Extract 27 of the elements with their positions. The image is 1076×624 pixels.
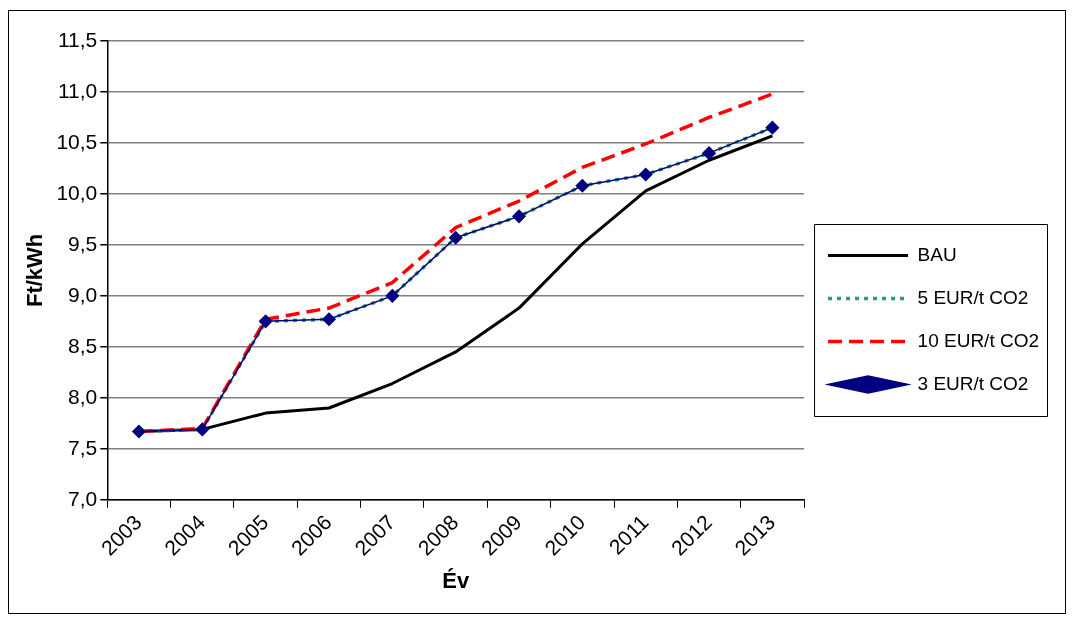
legend-label: 5 EUR/t CO2 [917,286,1029,308]
point [575,179,590,193]
point [132,424,146,439]
point [322,312,336,327]
y-axis-title: Ft/kWh [22,233,48,308]
y-tick-label: 8,0 [68,384,98,408]
point [385,289,400,303]
point [765,120,780,135]
legend-label: 10 EUR/t CO2 [917,329,1040,351]
y-tick-label: 7,0 [68,486,98,510]
y-tick-label: 9,0 [68,282,98,306]
y-tick-label: 10,5 [56,129,98,153]
point [512,209,526,224]
legend-label: BAU [917,243,957,265]
point [195,422,210,437]
point [258,314,273,329]
y-tick-label: 7,5 [68,435,98,459]
y-tick-label: 10,0 [56,180,98,204]
y-tick-label: 11,5 [57,27,98,51]
point [702,146,716,160]
y-tick-label: 9,5 [68,231,98,255]
y-tick-label: 11,0 [57,78,98,102]
point [448,231,463,245]
y-tick-label: 8,5 [68,333,98,357]
x-axis-title: Év [442,567,470,593]
point [638,167,653,182]
legend-label: 3 EUR/t CO2 [917,372,1029,394]
